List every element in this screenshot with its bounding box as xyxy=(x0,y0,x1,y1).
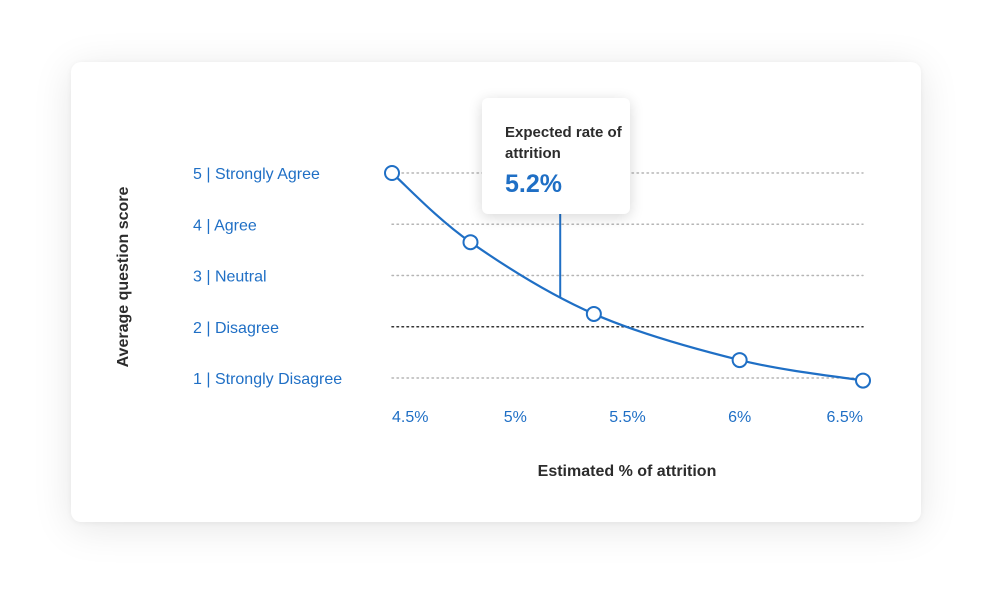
y-tick-label: 2 | Disagree xyxy=(193,320,279,337)
y-tick-label: 1 | Strongly Disagree xyxy=(193,371,342,388)
y-axis-title: Average question score xyxy=(115,187,132,368)
x-tick-label: 6.5% xyxy=(827,409,863,426)
y-tick-label: 4 | Agree xyxy=(193,217,257,234)
expected-rate-callout: Expected rate of attrition 5.2% xyxy=(482,98,630,214)
data-point xyxy=(855,372,871,389)
x-tick-label: 5.5% xyxy=(609,409,645,426)
x-tick-label: 4.5% xyxy=(392,409,428,426)
callout-label: Expected rate of attrition xyxy=(505,124,622,162)
y-tick-label: 5 | Strongly Agree xyxy=(193,166,320,183)
data-point xyxy=(462,234,479,251)
x-axis-title: Estimated % of attrition xyxy=(538,463,717,480)
x-tick-label: 6% xyxy=(728,409,751,426)
y-tick-label: 3 | Neutral xyxy=(193,269,267,286)
data-point xyxy=(731,352,748,369)
x-tick-labels: 4.5% 5% 5.5% 6% 6.5% xyxy=(392,409,863,426)
data-point xyxy=(384,165,400,181)
callout-value: 5.2% xyxy=(505,170,562,198)
x-tick-label: 5% xyxy=(504,409,527,426)
y-tick-labels: 1 | Strongly Disagree 2 | Disagree 3 | Neu… xyxy=(193,166,342,388)
data-point xyxy=(585,305,602,322)
data-points xyxy=(384,165,871,389)
